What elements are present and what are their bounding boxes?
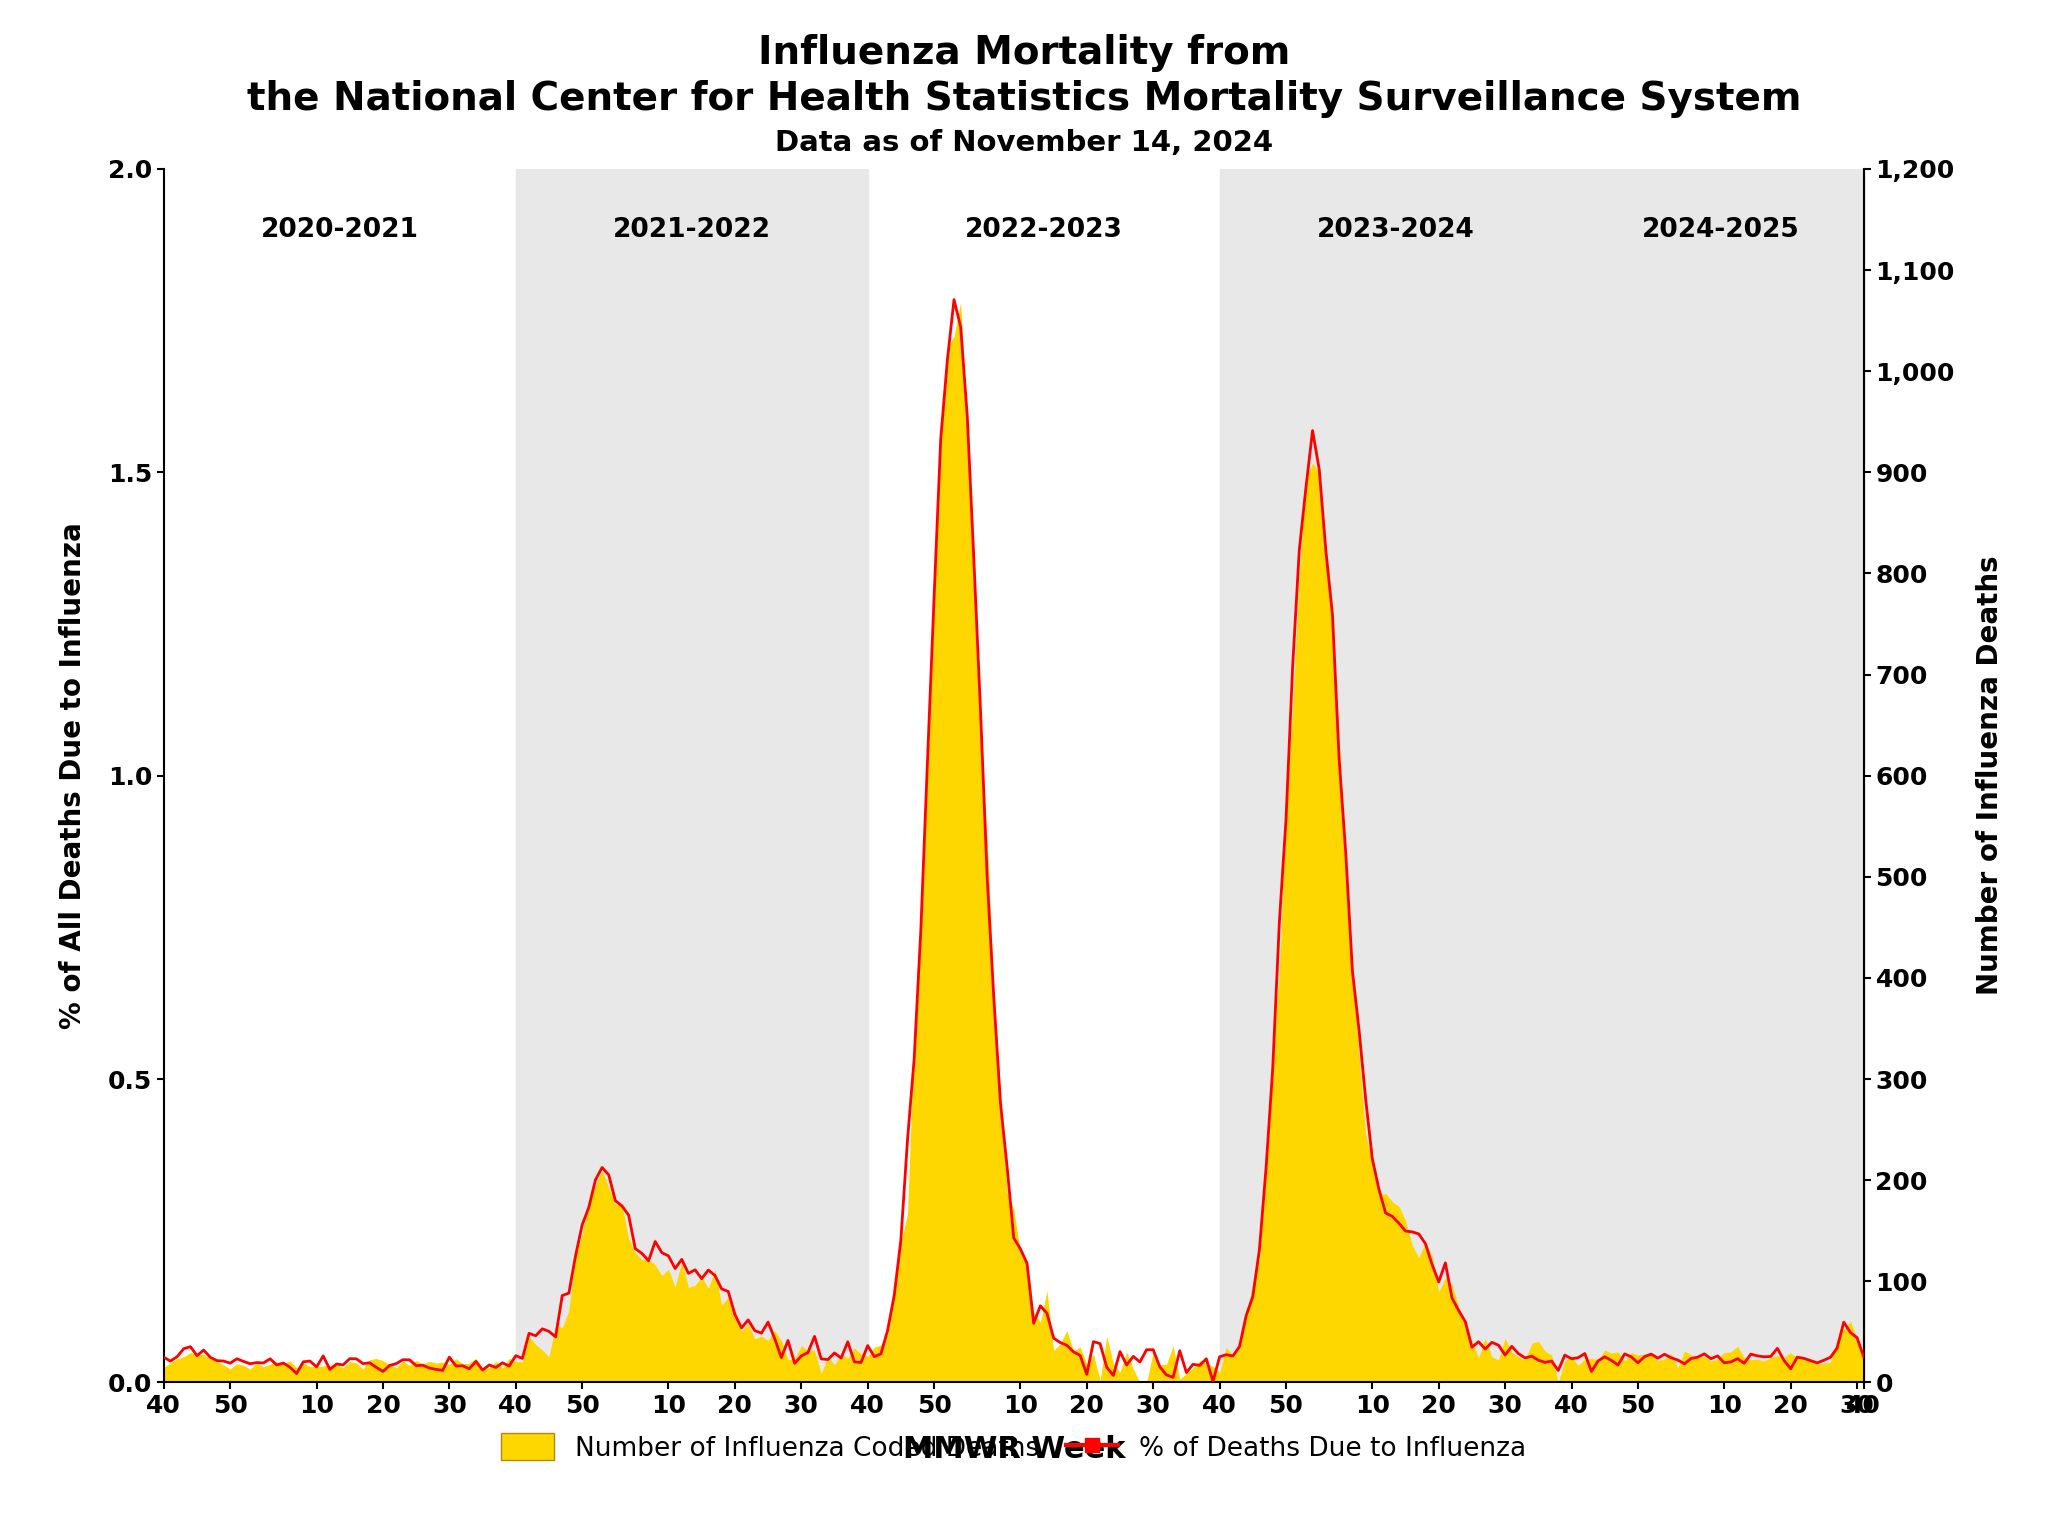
- Text: the National Center for Health Statistics Mortality Surveillance System: the National Center for Health Statistic…: [246, 80, 1802, 118]
- Text: 2020-2021: 2020-2021: [260, 218, 418, 244]
- % of Deaths Due to Influenza: [696, 1261, 721, 1279]
- Text: Data as of November 14, 2024: Data as of November 14, 2024: [774, 129, 1274, 157]
- % of Deaths Due to Influenza: [1200, 1372, 1225, 1390]
- % of Deaths Due to Influenza: [942, 290, 967, 309]
- % of Deaths Due to Influenza: [324, 1355, 348, 1373]
- Bar: [1221, 169, 1571, 1382]
- Text: 2022-2023: 2022-2023: [965, 218, 1122, 244]
- % of Deaths Due to Influenza: [152, 1349, 176, 1367]
- Y-axis label: % of All Deaths Due to Influenza: % of All Deaths Due to Influenza: [59, 522, 86, 1029]
- Text: 2024-2025: 2024-2025: [1642, 218, 1800, 244]
- % of Deaths Due to Influenza: [1851, 1347, 1876, 1366]
- Text: Influenza Mortality from: Influenza Mortality from: [758, 34, 1290, 72]
- Legend: Number of Influenza Coded Deaths, % of Deaths Due to Influenza: Number of Influenza Coded Deaths, % of D…: [489, 1422, 1538, 1473]
- X-axis label: MMWR Week: MMWR Week: [903, 1435, 1124, 1464]
- Bar: [1571, 169, 1870, 1382]
- % of Deaths Due to Influenza: [1067, 1346, 1092, 1364]
- % of Deaths Due to Influenza: [1055, 1336, 1079, 1355]
- Text: 2021-2022: 2021-2022: [612, 218, 770, 244]
- Text: 2023-2024: 2023-2024: [1317, 218, 1475, 244]
- Line: % of Deaths Due to Influenza: % of Deaths Due to Influenza: [164, 300, 1864, 1381]
- Bar: [516, 169, 868, 1382]
- Y-axis label: Number of Influenza Deaths: Number of Influenza Deaths: [1976, 556, 2003, 995]
- % of Deaths Due to Influenza: [610, 1197, 635, 1215]
- % of Deaths Due to Influenza: [856, 1336, 881, 1355]
